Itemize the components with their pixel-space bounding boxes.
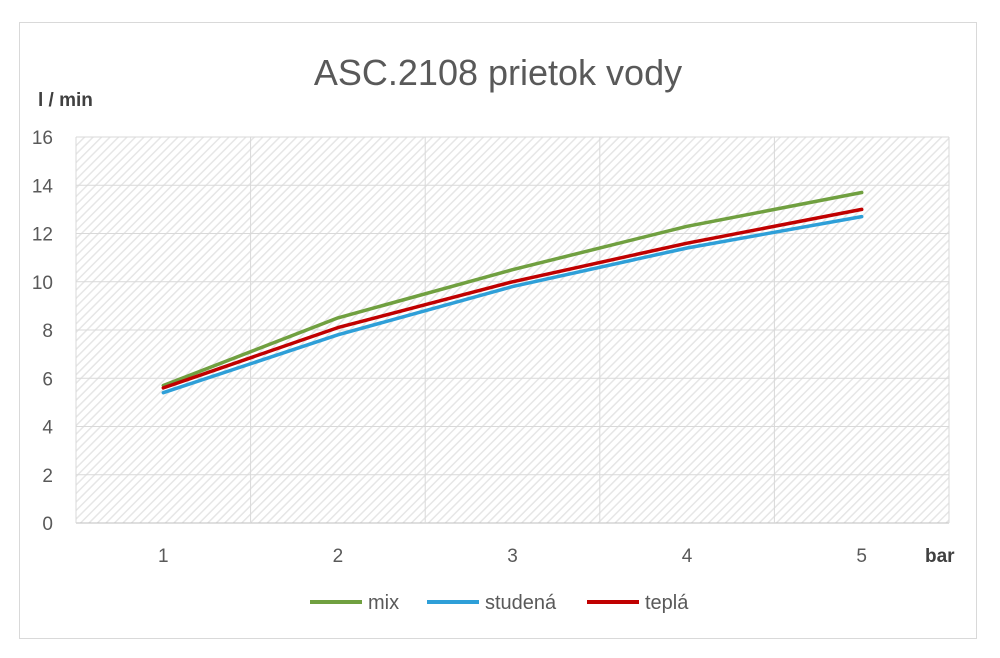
series-line-teplá <box>161 207 864 390</box>
series-line-studená <box>161 214 864 395</box>
y-tick-label: 2 <box>42 466 53 487</box>
y-tick-label: 8 <box>42 321 53 342</box>
x-axis-title: bar <box>925 546 955 567</box>
chart-title: ASC.2108 prietok vody <box>314 52 682 93</box>
legend-label: teplá <box>645 592 689 614</box>
legend-label: mix <box>368 592 399 614</box>
x-tick-label: 5 <box>856 546 867 567</box>
y-tick-label: 4 <box>42 418 53 439</box>
y-tick-label: 0 <box>42 514 53 535</box>
y-tick-label: 14 <box>32 176 54 197</box>
series-line-mix <box>161 190 864 388</box>
series-lines <box>161 190 864 395</box>
y-tick-label: 10 <box>32 273 53 294</box>
legend: mix studená teplá <box>310 592 689 614</box>
legend-label: studená <box>485 592 557 614</box>
x-tick-label: 2 <box>333 546 344 567</box>
y-tick-label: 6 <box>42 369 53 390</box>
x-tick-label: 4 <box>682 546 693 567</box>
x-tick-label: 1 <box>158 546 169 567</box>
y-tick-label: 12 <box>32 225 53 246</box>
x-axis-ticks: 1 2 3 4 5 <box>158 546 867 567</box>
y-axis-title: l / min <box>38 90 93 111</box>
x-tick-label: 3 <box>507 546 518 567</box>
y-tick-label: 16 <box>32 128 53 149</box>
y-axis-ticks: 0 2 4 6 8 10 12 14 16 <box>32 128 54 535</box>
